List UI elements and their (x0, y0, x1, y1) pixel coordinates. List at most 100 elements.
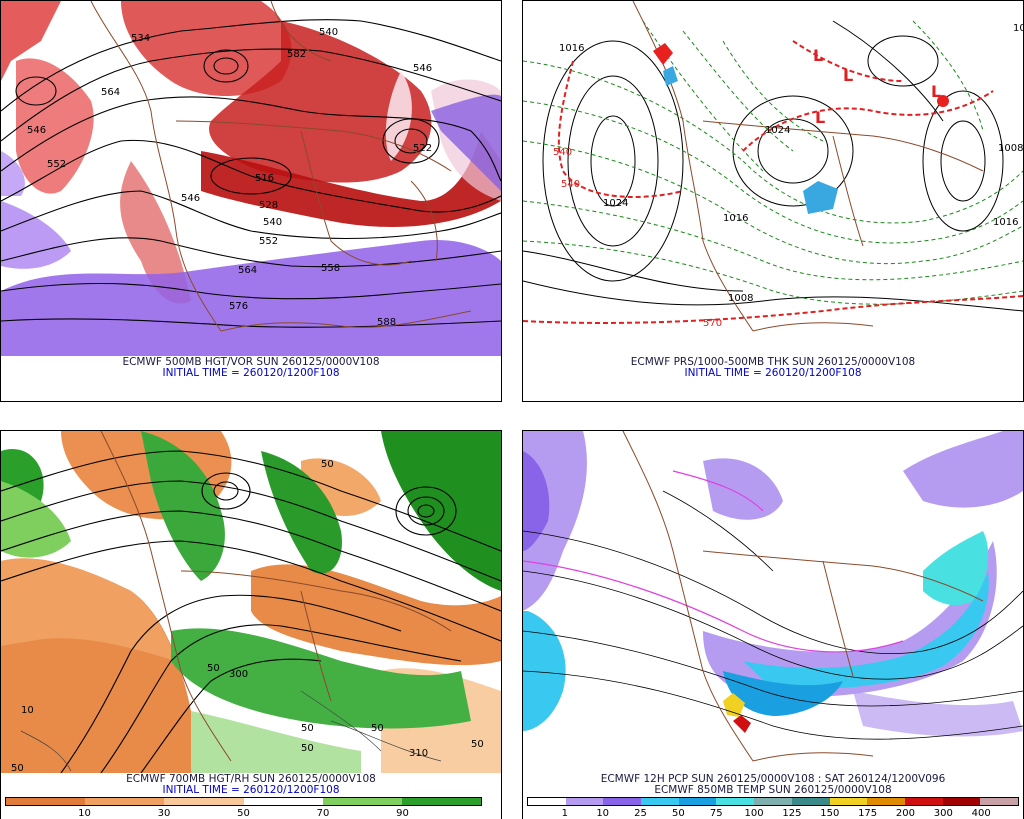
contour-label: 310 (409, 748, 428, 759)
contour-label: 528 (259, 200, 278, 211)
precip-shading (523, 431, 1023, 737)
colorbar-tick-label: 50 (237, 808, 250, 819)
contour-label: 552 (259, 236, 278, 247)
colorbar-tick-label: 50 (672, 808, 685, 819)
thickness-540-line (523, 40, 1023, 324)
contour-label: 516 (255, 173, 274, 184)
isobars (523, 20, 1023, 312)
thickness-label: 540 (561, 179, 580, 190)
map-700mb: 50 50 50 300 50 310 10 50 50 50 (1, 431, 501, 773)
moist-shading (1, 431, 501, 773)
isobar-label: 1008 (998, 143, 1023, 154)
colorbar-swatch (565, 798, 604, 805)
freezing-line (523, 470, 904, 653)
contour-label: 582 (287, 49, 306, 60)
colorbar-tick-label: 10 (596, 808, 610, 819)
panel-caption-title: ECMWF 700MB HGT/RH SUN 260125/0000V108 (126, 773, 376, 785)
colorbar-swatch (754, 798, 792, 805)
low-pressure-center: L (815, 108, 825, 127)
temperature-contours (523, 490, 1023, 740)
contour-label: 552 (47, 159, 66, 170)
height-contours (1, 450, 501, 773)
panel-caption-subtitle: ECMWF 850MB TEMP SUN 260125/0000V108 (654, 784, 892, 796)
contour-label: 540 (263, 217, 282, 228)
thickness-label: 540 (553, 147, 572, 158)
colorbar-swatch (942, 798, 981, 805)
colorbar-swatch (904, 798, 943, 805)
contour-label: 534 (131, 33, 150, 44)
contour-label: 558 (321, 263, 340, 274)
colorbar-swatch (322, 798, 402, 805)
colorbar-swatch (603, 798, 642, 805)
colorbar-swatch (401, 798, 482, 805)
contour-label: 50 (471, 739, 484, 750)
colorbar-tick-label: 90 (396, 808, 409, 819)
precip-colorbar (527, 797, 1019, 806)
contour-label: 588 (377, 317, 396, 328)
contour-label: 50 (371, 723, 384, 734)
map-500mb: 540 564 546 546 552 582 516 528 540 552 … (1, 1, 501, 356)
contour-label: 10 (21, 705, 34, 716)
contour-label: 50 (11, 763, 24, 773)
contour-label: 50 (321, 459, 334, 470)
low-pressure-center: L (813, 46, 823, 65)
colorbar-tick-label: 100 (744, 808, 764, 819)
contour-label: 546 (181, 193, 200, 204)
contour-label: 50 (301, 723, 314, 734)
colorbar-swatch (243, 798, 323, 805)
rh-colorbar (5, 797, 482, 806)
contour-label: 522 (413, 143, 432, 154)
precip-colorbar-labels: 1 10 25 50 75 100 125 150 175 200 300 400 (527, 808, 1019, 819)
isobar-label: 1008 (728, 293, 753, 304)
colorbar-swatch (980, 798, 1018, 805)
thickness-label: 570 (703, 318, 722, 329)
isobar-label: 1024 (765, 125, 790, 136)
coastlines-borders (90, 1, 472, 332)
colorbar-tick-label: 10 (78, 808, 91, 819)
contour-label: 300 (229, 669, 248, 680)
low-pressure-center: L (843, 66, 853, 85)
colorbar-swatch (528, 798, 566, 805)
colorbar-swatch (716, 798, 755, 805)
colorbar-tick-label: 70 (316, 808, 330, 819)
panel-caption-title: ECMWF PRS/1000-500MB THK SUN 260125/0000… (630, 356, 916, 368)
panel-700mb-height-rh: 50 50 50 300 50 310 10 50 50 50 ECMWF 70… (0, 430, 502, 819)
colorbar-tick-label: 400 (971, 808, 991, 819)
colorbar-tick-label: 125 (782, 808, 802, 819)
colorbar-tick-label: 75 (709, 808, 723, 819)
isobar-label: 1024 (603, 198, 628, 209)
precip-markers (653, 43, 949, 214)
panel-pressure-thickness: 1016 1024 1024 1016 1008 1008 1024 1016 … (522, 0, 1024, 402)
contour-label: 50 (207, 663, 220, 674)
contour-label: 50 (301, 743, 314, 754)
colorbar-swatch (6, 798, 86, 805)
colorbar-swatch (85, 798, 165, 805)
rh-colorbar-labels: 10 30 50 70 90 (5, 808, 482, 819)
colorbar-tick-label: 1 (561, 808, 569, 819)
panel-caption-title: ECMWF 12H PCP SUN 260125/0000V108 : SAT … (600, 773, 946, 785)
low-pressure-center: L (931, 82, 941, 101)
panel-caption-title: ECMWF 500MB HGT/VOR SUN 260125/0000V108 (122, 356, 380, 368)
thickness-contours (523, 20, 1023, 305)
colorbar-tick-label: 300 (933, 808, 953, 819)
isobar-label: 1016 (559, 43, 584, 54)
colorbar-swatch (678, 798, 717, 805)
panel-caption-init-time: INITIAL TIME = 260120/1200F108 (162, 367, 340, 379)
contour-label: 546 (27, 125, 46, 136)
coastlines-borders (622, 431, 984, 762)
panel-precip-850mb-temp: ECMWF 12H PCP SUN 260125/0000V108 : SAT … (522, 430, 1024, 819)
contour-label: 564 (101, 87, 120, 98)
isobar-label: 1016 (723, 213, 748, 224)
colorbar-swatch (164, 798, 244, 805)
contour-label: 540 (319, 27, 338, 38)
panel-caption-init-time: INITIAL TIME = 260120/1200F108 (684, 367, 862, 379)
coastlines-borders (100, 431, 452, 762)
colorbar-tick-label: 200 (895, 808, 915, 819)
panel-500mb-height-vorticity: 540 564 546 546 552 582 516 528 540 552 … (0, 0, 502, 402)
rh-contours (20, 690, 442, 772)
contour-label: 576 (229, 301, 248, 312)
colorbar-tick-label: 25 (634, 808, 647, 819)
panel-caption-init-time: INITIAL TIME = 260120/1200F108 (162, 784, 340, 796)
colorbar-tick-label: 30 (157, 808, 171, 819)
map-precip (523, 431, 1023, 773)
